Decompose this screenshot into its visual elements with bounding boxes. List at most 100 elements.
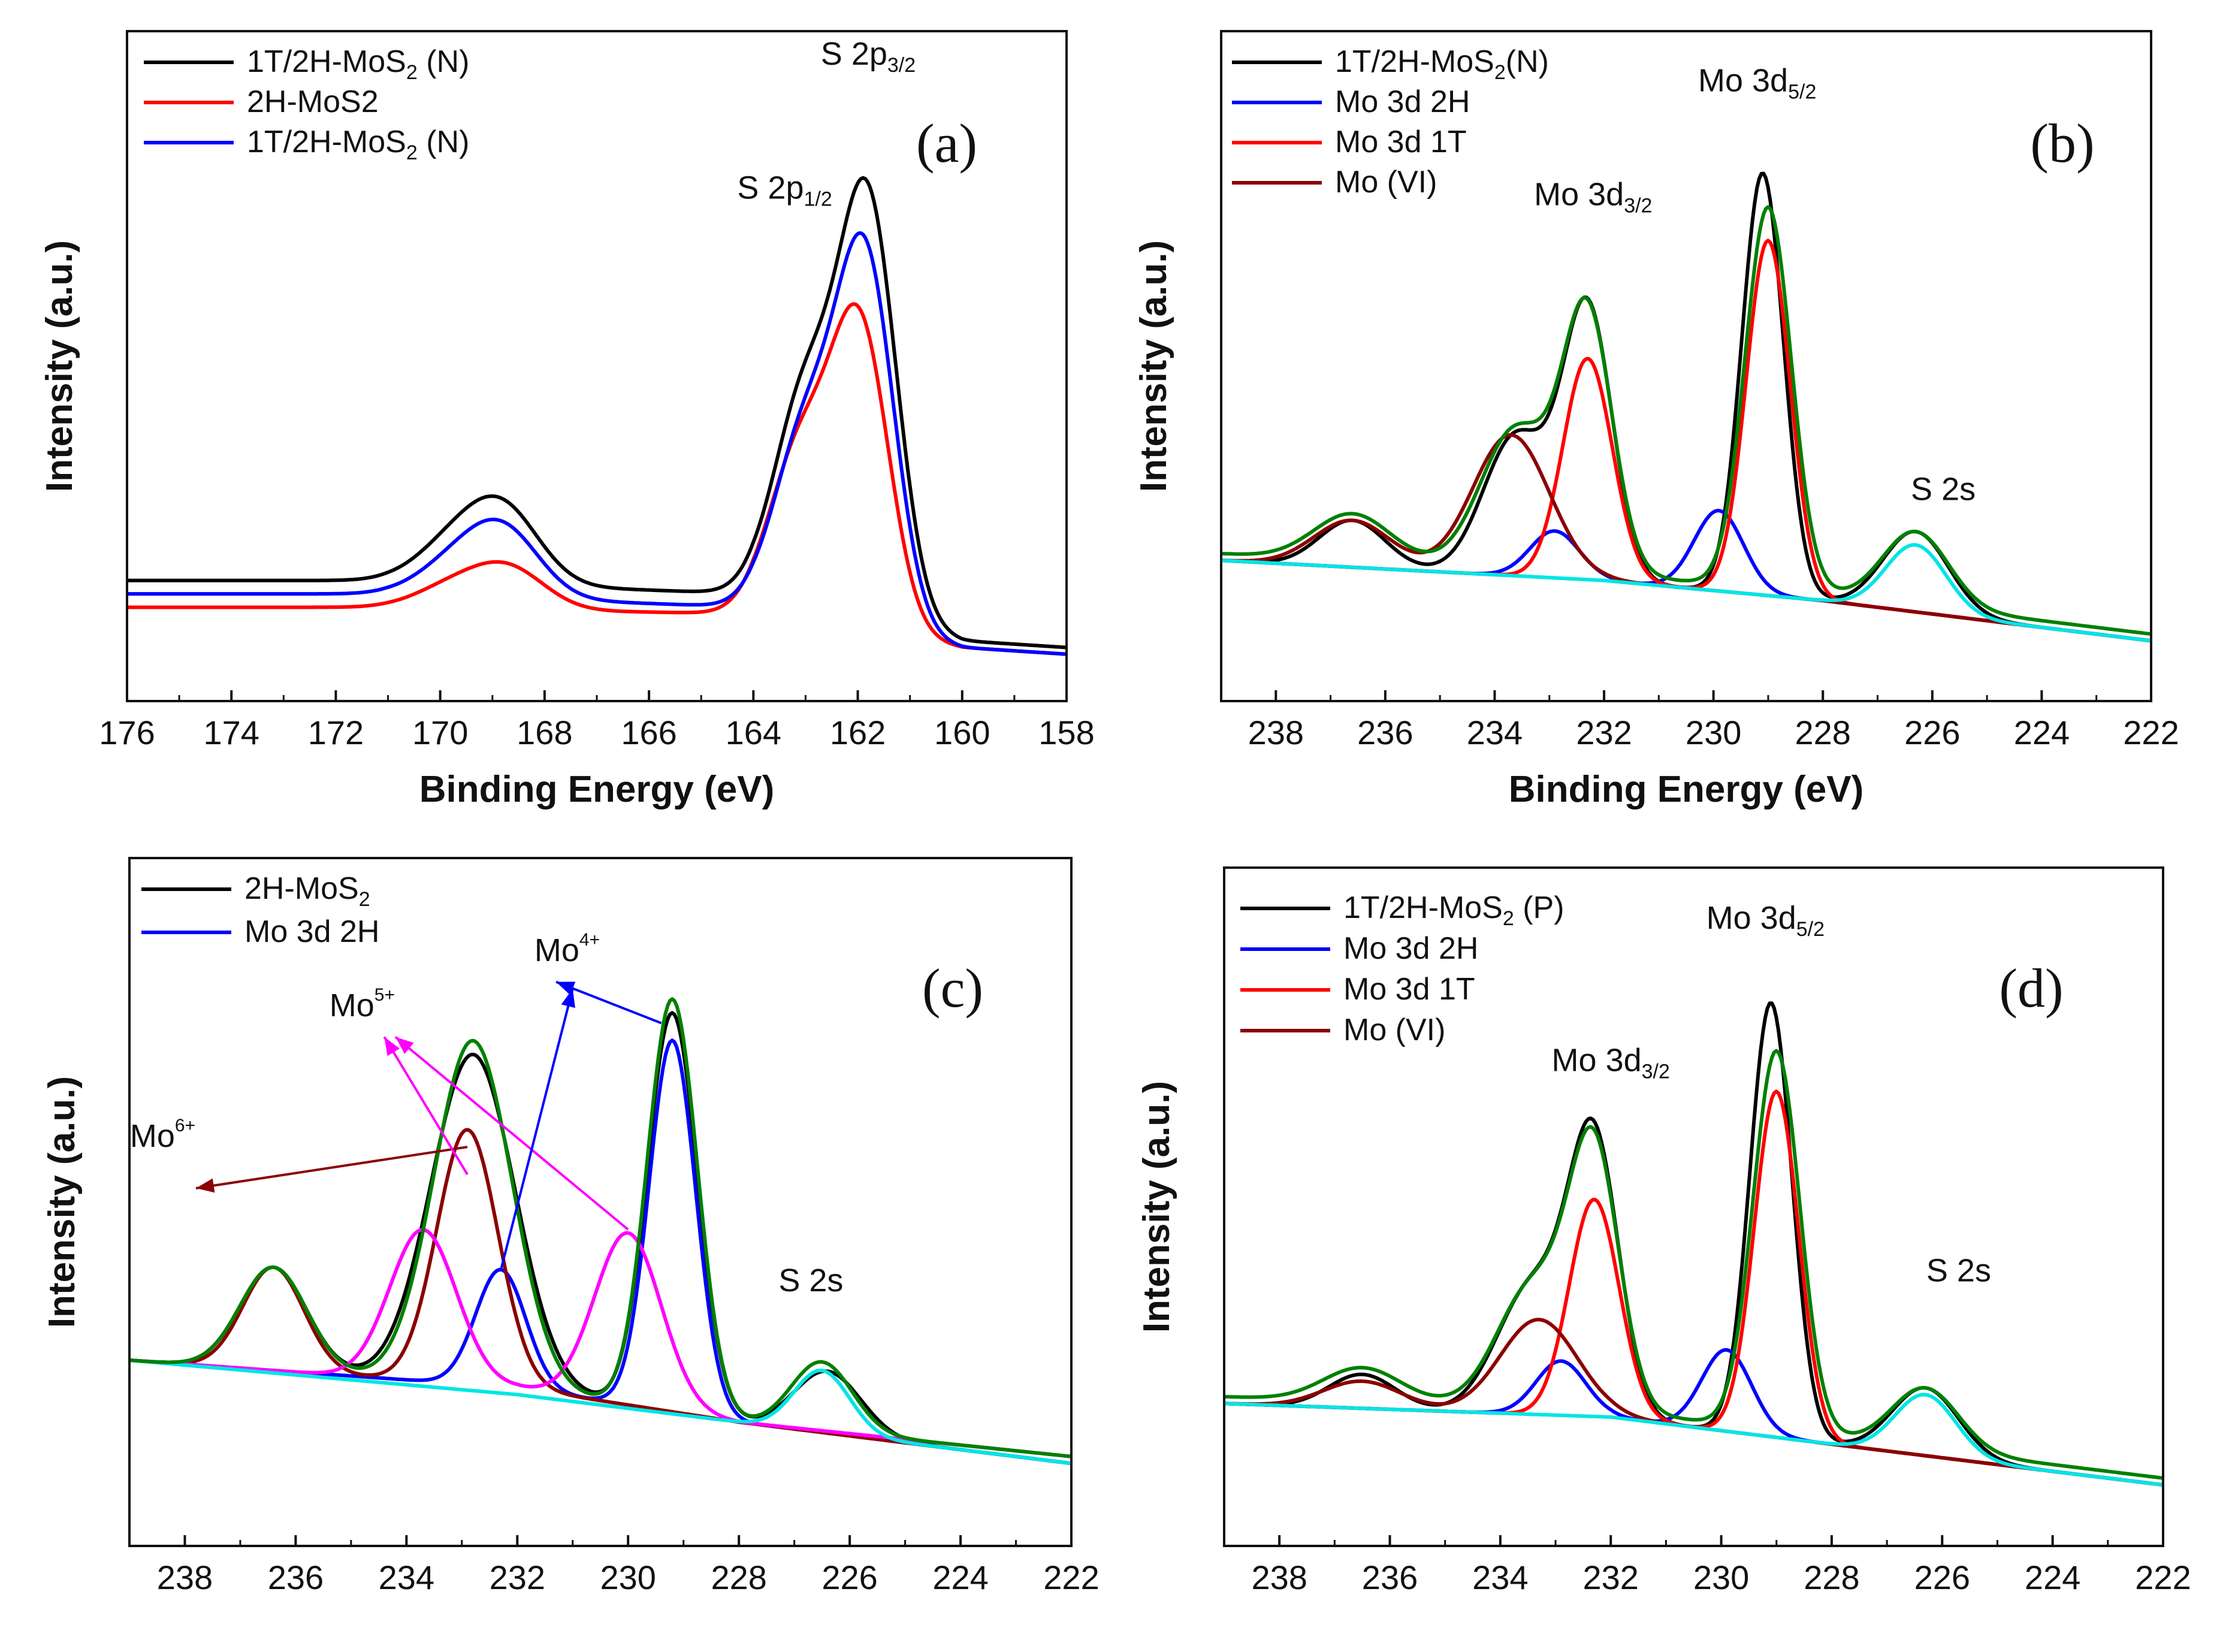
series-line-a-1 <box>127 302 1067 656</box>
annotation-arrow-1 <box>383 1036 469 1176</box>
x-tick-label: 222 <box>2123 714 2179 751</box>
chart-panel-c: 238 236 234 232 230 228 226 224 222 Intensity (a.… <box>41 857 1100 1596</box>
peak-annotation-2: S 2s <box>1926 1253 1991 1289</box>
legend-label-2: Mo 3d 1T <box>1343 972 1475 1007</box>
y-axis-label: Intensity (a.u.) <box>1133 240 1174 492</box>
x-tick-label: 224 <box>932 1559 988 1596</box>
x-tick-label: 158 <box>1038 714 1094 751</box>
x-tick-label: 232 <box>490 1559 545 1596</box>
series-line-d-0 <box>1224 1001 2164 1487</box>
annotation-arrowhead-4 <box>556 981 576 995</box>
peak-annotation-1: Mo 3d5/2​ <box>1706 900 1825 941</box>
legend-label-0: 1T/2H-MoS2(N) <box>1335 44 1549 84</box>
x-axis-label: Binding Energy (eV) <box>1509 769 1863 810</box>
annotation-arrow-2 <box>394 1035 629 1231</box>
x-tick-label: 236 <box>1362 1559 1418 1596</box>
chart-panel-d: 238 236 234 232 230 228 226 224 222 Intensity (a.… <box>1136 866 2191 1596</box>
series-line-a-2 <box>127 231 1067 656</box>
x-tick-label: 228 <box>1795 714 1851 751</box>
series-line-b-0 <box>1221 171 2152 643</box>
peak-annotation-1: Mo 3d5/2​ <box>1698 63 1816 104</box>
series-line-c-2 <box>129 1128 1072 1466</box>
y-axis-label: Intensity (a.u.) <box>41 1076 83 1328</box>
x-tick-label: 232 <box>1576 714 1632 751</box>
x-tick-label: 162 <box>830 714 886 751</box>
x-tick-label: 230 <box>1686 714 1741 751</box>
x-tick-label: 170 <box>412 714 468 751</box>
series-line-c-3 <box>129 1228 1072 1458</box>
plot-frame-d <box>1223 866 2164 1547</box>
annotation-arrowhead-1 <box>384 1037 400 1056</box>
x-tick-label: 226 <box>821 1559 877 1596</box>
x-tick-label: 238 <box>157 1559 213 1596</box>
x-tick-label: 228 <box>1804 1559 1859 1596</box>
x-tick-label: 166 <box>621 714 676 751</box>
peak-annotation-0: Mo 3d3/2​ <box>1552 1043 1670 1083</box>
x-tick-label: 172 <box>308 714 364 751</box>
x-tick-label: 230 <box>600 1559 656 1596</box>
plot-frame-c <box>128 857 1073 1547</box>
x-tick-label: 236 <box>268 1559 324 1596</box>
annotation-arrow-4 <box>555 980 662 1025</box>
series-line-c-5 <box>129 1358 1072 1466</box>
peak-annotation-1: Mo5+ <box>330 985 395 1023</box>
x-axis-label: Binding Energy (eV) <box>419 769 774 810</box>
series-line-c-4 <box>129 997 1072 1458</box>
panel-label-b: (b) <box>2030 113 2094 174</box>
peak-annotation-0: Mo6+ <box>130 1116 195 1154</box>
y-axis-label: Intensity (a.u.) <box>39 240 80 492</box>
x-tick-label: 228 <box>711 1559 766 1596</box>
series-line-b-3 <box>1221 433 2152 643</box>
x-tick-label: 160 <box>934 714 990 751</box>
legend-label-1: 2H-MoS2 <box>247 84 379 119</box>
annotation-arrow-0 <box>195 1146 468 1190</box>
x-tick-label: 224 <box>2014 714 2070 751</box>
peak-annotation-1: S 2p3/2​ <box>821 36 916 77</box>
legend-label-1: Mo 3d 2H <box>1343 931 1478 966</box>
panel-label-a: (a) <box>916 113 977 174</box>
x-tick-label: 236 <box>1357 714 1413 751</box>
chart-panel-a: 176 174 172 170 168 166 164 162 160 158 Binding En… <box>39 30 1095 810</box>
series-line-b-5 <box>1221 543 2152 643</box>
chart-panel-b: 238 236 234 232 230 228 226 224 222 Binding Energ… <box>1133 30 2179 810</box>
peak-annotation-3: S 2s <box>778 1263 843 1298</box>
x-tick-label: 224 <box>2025 1559 2080 1596</box>
panel-label-d: (d) <box>1999 958 2063 1019</box>
x-tick-label: 234 <box>1467 714 1523 751</box>
annotation-arrowhead-3 <box>561 989 575 1008</box>
annotation-arrowhead-0 <box>195 1178 215 1193</box>
legend-label-0: 1T/2H-MoS2 (P) <box>1343 890 1564 930</box>
series-line-b-4 <box>1221 205 2152 636</box>
annotation-arrowhead-2 <box>395 1037 414 1054</box>
legend-label-3: Mo (VI) <box>1335 165 1437 200</box>
x-tick-label: 230 <box>1693 1559 1749 1596</box>
legend-label-2: Mo 3d 1T <box>1335 125 1467 159</box>
x-tick-label: 234 <box>379 1559 434 1596</box>
legend-label-2: 1T/2H-MoS2 (N) <box>247 125 469 164</box>
y-axis-label: Intensity (a.u.) <box>1136 1081 1177 1333</box>
x-tick-label: 238 <box>1251 1559 1307 1596</box>
peak-annotation-0: S 2p1/2​ <box>737 170 832 211</box>
x-tick-label: 168 <box>517 714 572 751</box>
legend-label-1: Mo 3d 2H <box>244 914 379 949</box>
x-tick-label: 226 <box>1904 714 1960 751</box>
x-tick-label: 176 <box>99 714 155 751</box>
panel-label-c: (c) <box>922 958 983 1019</box>
legend-label-0: 2H-MoS2 <box>244 871 370 911</box>
peak-annotation-2: S 2s <box>1911 472 1976 508</box>
legend-label-0: 1T/2H-MoS2 (N) <box>247 44 469 84</box>
series-line-d-5 <box>1224 1393 2164 1487</box>
plot-frame-b <box>1220 30 2152 702</box>
x-tick-label: 222 <box>2135 1559 2191 1596</box>
x-tick-label: 234 <box>1472 1559 1528 1596</box>
legend-label-3: Mo (VI) <box>1343 1013 1445 1047</box>
x-tick-label: 238 <box>1248 714 1304 751</box>
x-tick-label: 164 <box>726 714 781 751</box>
annotation-arrow-3 <box>499 988 574 1272</box>
x-tick-label: 222 <box>1043 1559 1099 1596</box>
series-line-d-4 <box>1224 1049 2164 1480</box>
x-tick-label: 174 <box>204 714 259 751</box>
x-tick-label: 226 <box>1914 1559 1970 1596</box>
legend-label-1: Mo 3d 2H <box>1335 84 1470 119</box>
